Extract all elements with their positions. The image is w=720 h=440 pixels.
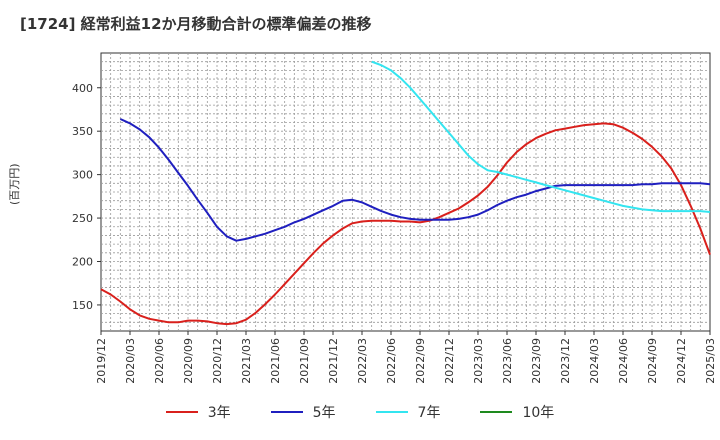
legend-swatch-3y <box>165 411 198 413</box>
x-tick-label: 2020/09 <box>182 338 195 384</box>
chart-title: [1724] 経常利益12か月移動合計の標準偏差の推移 <box>20 15 372 33</box>
legend-item-5y: 5年 <box>270 402 336 422</box>
x-tick-label: 2024/06 <box>617 338 630 384</box>
x-tick-label: 2025/03 <box>704 338 717 384</box>
x-tick-label: 2021/06 <box>269 338 282 384</box>
x-tick-label: 2022/09 <box>414 338 427 384</box>
chart-legend: 3年 5年 7年 10年 <box>0 402 720 422</box>
legend-item-10y: 10年 <box>480 402 554 422</box>
x-tick-label: 2023/06 <box>501 338 514 384</box>
x-tick-label: 2021/03 <box>240 338 253 384</box>
y-tick-label: 150 <box>72 299 93 312</box>
x-tick-label: 2020/12 <box>211 338 224 384</box>
series-line-1 <box>100 122 711 326</box>
x-tick-label: 2021/12 <box>327 338 340 384</box>
x-tick-label: 2019/12 <box>95 338 108 384</box>
y-tick-label: 350 <box>72 125 93 138</box>
x-tick-label: 2022/03 <box>356 338 369 384</box>
chart-plot: 150 200 250 300 350 400 2019/12 2020/03 2020/06 2… <box>72 52 717 384</box>
x-tick-label: 2020/03 <box>124 338 137 384</box>
y-tick-label: 200 <box>72 256 93 269</box>
legend-item-7y: 7年 <box>375 402 441 422</box>
legend-swatch-5y <box>270 411 303 413</box>
series-line-2 <box>119 118 711 242</box>
x-tick-label: 2020/06 <box>153 338 166 384</box>
x-tick-label: 2023/03 <box>472 338 485 384</box>
y-tick-label: 300 <box>72 169 93 182</box>
x-tick-label: 2022/06 <box>385 338 398 384</box>
x-tick-label: 2021/09 <box>298 338 311 384</box>
x-tick-label: 2024/12 <box>675 338 688 384</box>
legend-label-10y: 10年 <box>522 405 555 421</box>
legend-item-3y: 3年 <box>165 402 231 422</box>
legend-swatch-10y <box>480 411 513 413</box>
x-tick-label: 2023/09 <box>530 338 543 384</box>
y-tick-label: 250 <box>72 212 93 225</box>
x-tick-label: 2022/12 <box>443 338 456 384</box>
x-tick-label: 2024/09 <box>646 338 659 384</box>
series-line-3 <box>371 60 711 213</box>
legend-label-3y: 3年 <box>207 405 231 421</box>
x-tick-label: 2023/12 <box>559 338 572 384</box>
legend-label-5y: 5年 <box>312 405 336 421</box>
legend-label-7y: 7年 <box>417 405 441 421</box>
legend-swatch-7y <box>375 411 408 413</box>
x-tick-label: 2024/03 <box>588 338 601 384</box>
y-tick-label: 400 <box>72 82 93 95</box>
